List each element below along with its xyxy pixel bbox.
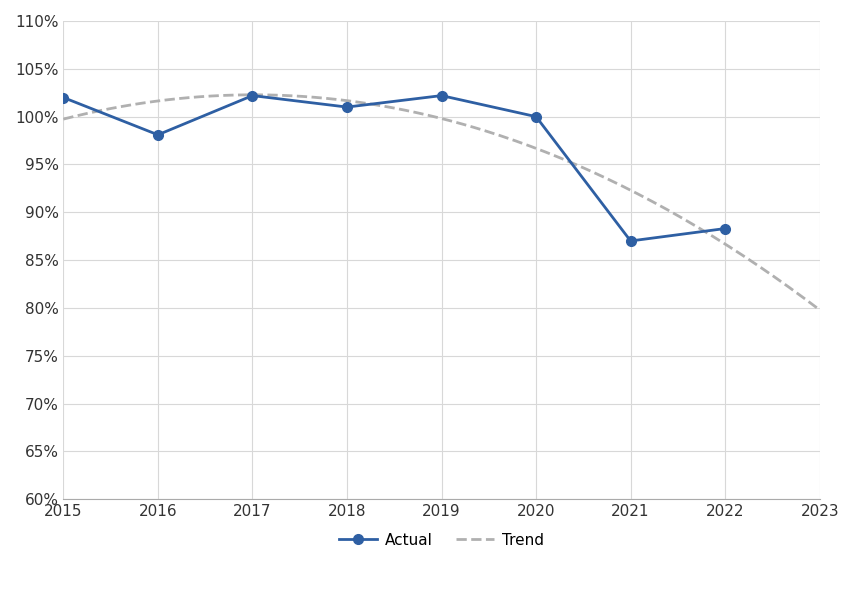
Trend [814, 306, 824, 313]
Actual [436, 92, 446, 99]
Actual [531, 113, 541, 120]
Actual [624, 237, 635, 244]
Line: Actual: Actual [59, 91, 729, 246]
Legend: Actual, Trend: Actual, Trend [333, 526, 549, 554]
Trend [780, 281, 790, 288]
Trend [104, 105, 114, 113]
Actual [341, 104, 351, 111]
Line: Trend: Trend [63, 95, 819, 310]
Actual [58, 94, 68, 101]
Actual [719, 225, 729, 232]
Trend [753, 263, 763, 270]
Trend [248, 91, 258, 98]
Trend [58, 116, 68, 123]
Trend [264, 91, 274, 98]
Trend [199, 93, 209, 100]
Trend [89, 108, 99, 116]
Actual [247, 92, 258, 99]
Actual [153, 131, 163, 138]
